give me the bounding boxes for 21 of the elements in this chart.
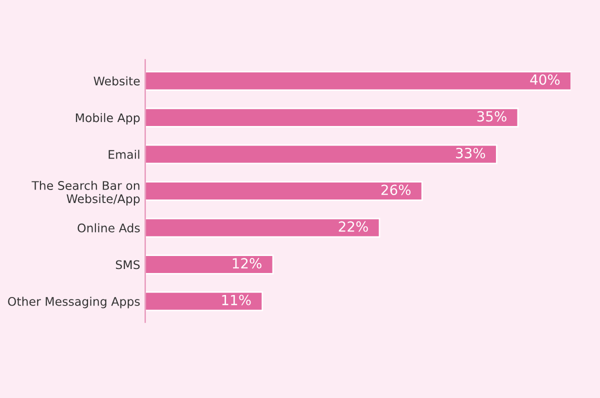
- y-tick-label: Email: [108, 150, 140, 159]
- data-label: 12%: [232, 258, 262, 269]
- bar: [145, 108, 519, 128]
- y-tick-label: Mobile App: [76, 113, 140, 125]
- data-label: 40%: [530, 74, 560, 85]
- data-label: 33%: [456, 148, 486, 158]
- bar: [145, 254, 274, 274]
- bar: [145, 181, 423, 201]
- data-label: 26%: [381, 184, 411, 196]
- data-label: 35%: [477, 111, 506, 122]
- bar: [145, 291, 264, 312]
- bar: [145, 218, 380, 238]
- bar: [145, 144, 498, 164]
- y-tick-label: Other Messaging Apps: [8, 296, 140, 308]
- y-tick-label: Website: [94, 76, 140, 86]
- y-tick-label: The Search Bar on Website/App: [32, 180, 140, 206]
- y-tick-label: SMS: [116, 260, 140, 270]
- y-tick-label: Online Ads: [78, 223, 140, 232]
- data-label: 22%: [338, 221, 368, 232]
- bar: [145, 70, 572, 91]
- data-label: 11%: [222, 294, 251, 306]
